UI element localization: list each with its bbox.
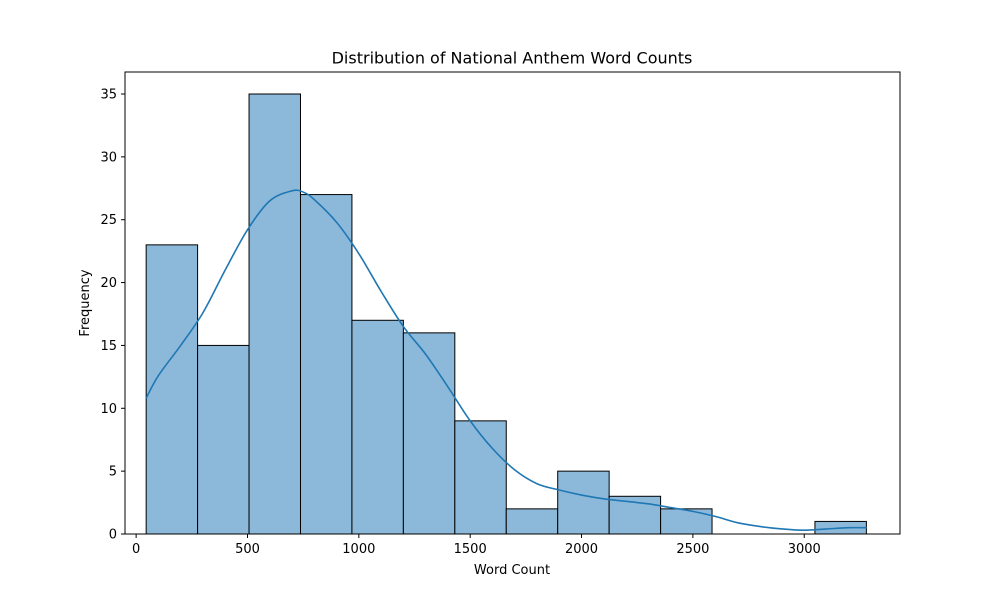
y-tick-label: 20	[100, 276, 117, 291]
y-axis: 0 5 10 15 20 25 30 35	[100, 88, 125, 543]
x-axis: 0 500 1000 1500 2000 2500 3000	[132, 534, 821, 557]
histogram-bar	[557, 470, 610, 535]
y-tick-label: 10	[100, 402, 117, 417]
histogram-bar	[402, 332, 456, 535]
x-axis-label: Word Count	[474, 563, 550, 578]
histogram-bar	[299, 194, 353, 535]
histogram-bar	[197, 344, 250, 535]
x-tick-label: 3000	[788, 542, 821, 557]
x-tick-label: 2500	[676, 542, 709, 557]
kde-curve	[145, 189, 867, 532]
histogram-bar	[351, 319, 404, 535]
x-tick-label: 1500	[454, 542, 487, 557]
y-tick-label: 5	[109, 465, 117, 480]
y-tick-label: 25	[100, 213, 117, 228]
y-tick-label: 0	[109, 528, 117, 543]
x-tick-label: 2000	[565, 542, 598, 557]
histogram-bar	[248, 93, 301, 535]
y-tick-label: 30	[100, 150, 117, 165]
y-tick-label: 35	[100, 88, 117, 103]
y-tick-label: 15	[100, 339, 117, 354]
histogram-bar	[145, 244, 199, 535]
x-tick-label: 0	[132, 542, 140, 557]
histogram-bar	[505, 508, 559, 535]
x-tick-label: 1000	[342, 542, 375, 557]
histogram-bar	[660, 508, 713, 535]
chart-title: Distribution of National Anthem Word Cou…	[332, 49, 693, 68]
plot-frame	[124, 71, 901, 535]
x-tick-label: 500	[235, 542, 260, 557]
histogram-bar	[454, 420, 507, 535]
histogram-bars	[145, 93, 867, 535]
y-axis-label: Frequency	[78, 269, 93, 336]
